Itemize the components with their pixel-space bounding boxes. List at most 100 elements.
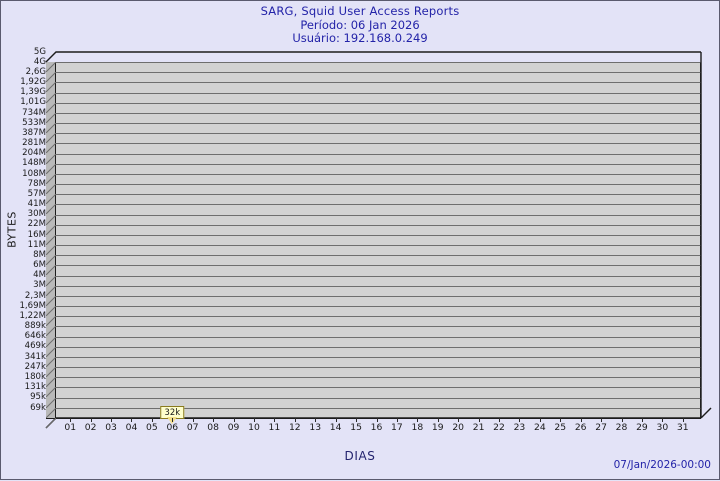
x-axis-tick-mark <box>539 418 541 422</box>
gridline <box>56 377 701 379</box>
chart-title-block: SARG, Squid User Access Reports Período:… <box>1 4 719 46</box>
gridline <box>56 143 701 145</box>
report-timestamp: 07/Jan/2026-00:00 <box>613 459 711 471</box>
x-axis-tick-mark <box>478 418 480 422</box>
gridline <box>56 316 701 318</box>
gridline <box>56 62 701 63</box>
y-axis-tick-label: 78M <box>27 178 46 189</box>
report-user: Usuário: 192.168.0.249 <box>292 31 428 45</box>
x-axis-tick-label: 22 <box>493 422 505 433</box>
y-axis-tick-label: 4G <box>33 56 46 67</box>
gridline <box>56 387 701 389</box>
y-axis-tick-label: 387M <box>22 127 46 138</box>
x-axis-tick-label: 07 <box>186 422 199 433</box>
gridline <box>56 407 701 409</box>
gridline <box>56 163 701 165</box>
x-axis-tick-label: 24 <box>533 422 546 433</box>
x-axis-tick-label: 30 <box>656 422 669 433</box>
gridline <box>56 265 701 267</box>
x-axis-tick-label: 15 <box>350 422 362 433</box>
y-axis-tick-label: 148M <box>22 158 46 169</box>
report-period: Período: 06 Jan 2026 <box>300 17 420 32</box>
gridline <box>56 133 701 135</box>
y-axis-tick-label: 469k <box>24 341 46 352</box>
y-axis-tick-label: 11M <box>27 239 46 250</box>
y-axis-tick-label: 180k <box>24 371 46 382</box>
x-axis-tick-label: 17 <box>391 422 403 433</box>
x-axis-tick-mark <box>662 418 664 422</box>
y-axis-tick-label: 1,01G <box>20 97 46 108</box>
gridline <box>56 214 701 216</box>
gridline <box>56 397 701 399</box>
x-axis-tick-mark <box>641 418 643 422</box>
y-axis-tick-label: 1,22M <box>19 310 46 321</box>
x-axis-tick-label: 06 <box>166 422 179 433</box>
x-axis-tick-mark <box>294 418 296 422</box>
x-axis-tick-mark <box>376 418 378 422</box>
gridline <box>56 367 701 369</box>
gridline <box>56 204 701 206</box>
x-axis-tick-mark <box>253 418 255 422</box>
x-axis-tick-label: 18 <box>411 422 424 433</box>
x-axis-tick-label: 10 <box>248 422 260 433</box>
x-axis-tick-mark <box>417 418 419 422</box>
gridline <box>56 184 701 186</box>
gridline <box>56 295 701 297</box>
y-axis-tick-labels: 5G 4G 2,6G 1,92G 1,39G 1,01G 734M 533M 387M 281M 2… <box>1 1 46 481</box>
y-axis-tick-label: 2,3M <box>24 290 46 301</box>
x-axis-tick-label: 03 <box>105 422 117 433</box>
x-axis-tick-label: 27 <box>595 422 607 433</box>
x-axis-tick-mark <box>233 418 235 422</box>
y-axis-tick-label: 108M <box>22 168 46 179</box>
y-axis-tick-label: 41M <box>27 199 46 210</box>
x-axis-tick-mark <box>458 418 460 422</box>
x-axis-tick-mark <box>499 418 501 422</box>
y-axis-tick-label: 281M <box>22 138 46 149</box>
x-axis-tick-label: 12 <box>288 422 301 433</box>
y-axis-tick-label: 8M <box>33 249 46 260</box>
x-axis-tick-label: 23 <box>513 422 526 433</box>
x-axis-title: DIAS <box>344 449 376 463</box>
y-axis-tick-label: 247k <box>24 361 46 372</box>
x-axis-tick-label: 11 <box>268 422 281 433</box>
x-axis-tick-label: 16 <box>370 422 383 433</box>
x-axis-tick-label: 21 <box>472 422 485 433</box>
x-axis-line <box>46 418 701 419</box>
x-axis-tick-label: 28 <box>615 422 628 433</box>
x-axis-tick-mark <box>213 418 215 422</box>
y-axis-tick-label: 204M <box>22 148 46 159</box>
x-axis-tick-mark <box>682 418 684 422</box>
x-axis-tick-mark <box>437 418 439 422</box>
y-axis-tick-label: 533M <box>22 117 46 128</box>
gridline <box>56 112 701 114</box>
y-axis-tick-label: 1,92G <box>20 77 46 87</box>
gridline <box>56 356 701 358</box>
x-axis-tick-mark <box>111 418 113 422</box>
gridline <box>56 92 701 94</box>
gridline <box>56 285 701 287</box>
gridline <box>56 326 701 328</box>
gridline <box>56 173 701 175</box>
plot-area <box>45 51 712 429</box>
plot-face <box>56 62 701 419</box>
gridline <box>56 306 701 308</box>
y-axis-tick-label: 3M <box>33 280 46 291</box>
x-axis-tick-label: 14 <box>329 422 342 433</box>
gridline <box>56 194 701 196</box>
y-axis-tick-label: 30M <box>27 209 46 220</box>
page-title: SARG, Squid User Access Reports <box>260 4 460 18</box>
x-axis-tick-mark <box>601 418 603 422</box>
y-axis-tick-label: 16M <box>27 229 46 240</box>
y-axis-tick-label: 131k <box>24 382 46 393</box>
x-axis-tick-mark <box>274 418 276 422</box>
x-axis-tick-label: 02 <box>84 422 97 433</box>
x-axis-tick-mark <box>315 418 317 422</box>
gridline <box>56 82 701 84</box>
gridline-depth-connector <box>46 418 56 428</box>
x-axis-tick-mark <box>519 418 521 422</box>
y-axis-tick-label: 95k <box>30 392 46 403</box>
x-axis-tick-label: 04 <box>125 422 138 433</box>
gridline <box>56 245 701 247</box>
gridline <box>56 224 701 226</box>
gridline <box>56 102 701 104</box>
